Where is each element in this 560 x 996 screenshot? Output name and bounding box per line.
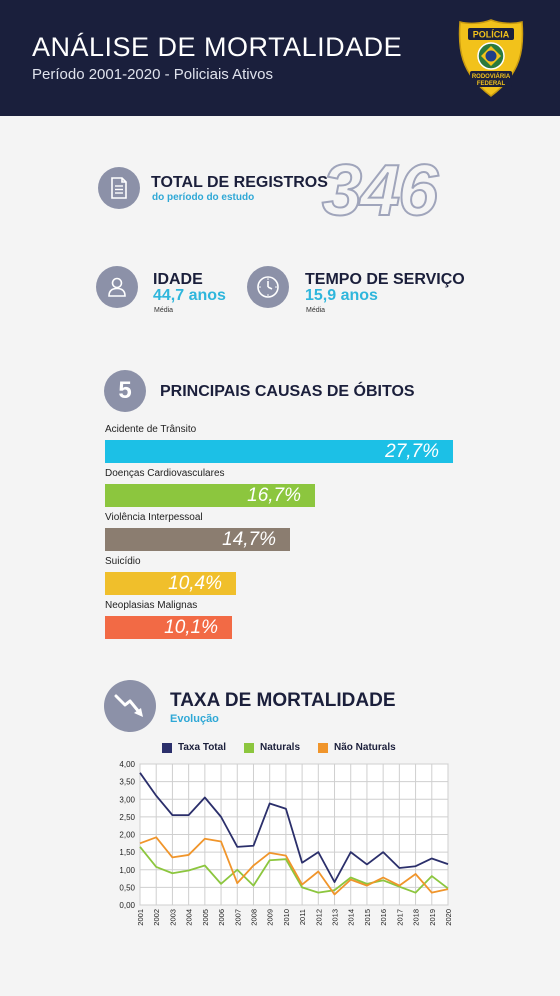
x-tick-label: 2017 [395,909,404,926]
x-tick-label: 2004 [185,909,194,926]
x-tick-label: 2003 [168,909,177,926]
series-line-2 [139,836,449,896]
badge-top-text: POLÍCIA [473,30,510,40]
cause-label: Neoplasias Malignas [105,600,198,611]
x-tick-label: 2006 [217,909,226,926]
legend-label: Taxa Total [178,742,226,753]
x-tick-label: 2012 [314,909,323,926]
y-tick-label: 1,00 [119,866,135,875]
legend-item: Não Naturals [318,742,396,753]
x-tick-label: 2005 [201,909,210,926]
cause-bar: 16,7% [105,484,315,507]
legend-swatch [243,742,254,753]
legend-item: Taxa Total [162,742,226,753]
page-subtitle: Período 2001-2020 - Policiais Ativos [32,66,273,83]
cause-label: Acidente de Trânsito [105,424,197,435]
police-badge-icon: POLÍCIA RODOVIÁRIA FEDERAL [458,19,524,97]
x-tick-label: 2010 [282,909,291,926]
age-note: Média [154,307,174,314]
causes-title: PRINCIPAIS CAUSAS DE ÓBITOS [160,383,415,400]
age-title: IDADE [153,271,203,288]
mortality-subtitle: Evolução [170,713,219,725]
cause-bar: 10,1% [105,616,232,639]
trend-down-icon [104,680,156,732]
legend-label: Não Naturals [334,742,396,753]
x-tick-label: 2016 [379,909,388,926]
x-tick-label: 2001 [136,909,145,926]
document-icon [98,167,140,209]
y-tick-label: 4,00 [119,760,135,769]
series-line-0 [139,772,449,883]
mortality-title: TAXA DE MORTALIDADE [170,690,396,711]
chart-legend: Taxa Total Naturals Não Naturals [162,742,396,753]
header: ANÁLISE DE MORTALIDADE Período 2001-2020… [0,0,560,116]
x-tick-label: 2018 [412,909,421,926]
y-tick-label: 3,50 [119,778,135,787]
y-tick-label: 2,00 [119,831,135,840]
legend-swatch [318,742,328,753]
legend-item: Naturals [243,742,300,753]
y-tick-label: 1,50 [119,848,135,857]
x-tick-label: 2002 [152,909,161,926]
total-title: TOTAL DE REGISTROS [151,174,328,191]
cause-label: Violência Interpessoal [105,512,203,523]
total-subtitle: do período do estudo [152,192,255,203]
x-tick-label: 2013 [331,909,340,926]
x-tick-label: 2009 [266,909,275,926]
cause-bar: 10,4% [105,572,236,595]
page-title: ANÁLISE DE MORTALIDADE [32,32,403,62]
service-note: Média [306,307,326,314]
cause-percent: 14,7% [222,529,276,550]
x-tick-label: 2008 [249,909,258,926]
x-tick-label: 2007 [233,909,242,926]
y-tick-label: 2,50 [119,813,135,822]
y-tick-label: 0,00 [119,901,135,910]
age-value: 44,7 anos [153,287,226,304]
mortality-line-chart: 0,00 0,50 1,00 1,50 2,00 2,50 3,00 3,50 4,00 2001… [119,760,453,926]
x-tick-label: 2011 [298,909,307,925]
clock-icon [247,266,289,308]
person-icon [96,266,138,308]
badge-bottom-text-1: RODOVIÁRIA [472,73,511,80]
legend-swatch [162,742,172,753]
service-value: 15,9 anos [305,287,378,304]
y-tick-label: 0,50 [119,883,135,892]
series-line-1 [139,846,449,894]
cause-percent: 16,7% [247,485,301,506]
x-tick-label: 2014 [347,909,356,926]
cause-bar: 14,7% [105,528,290,551]
cause-percent: 10,4% [168,573,222,594]
cause-bar: 27,7% [105,440,453,463]
service-title: TEMPO DE SERVIÇO [305,271,465,288]
badge-bottom-text-2: FEDERAL [477,81,506,87]
cause-percent: 27,7% [385,441,439,462]
x-tick-label: 2019 [428,909,437,926]
total-value: 346 [321,150,439,232]
x-tick-label: 2015 [363,909,372,926]
cause-label: Doenças Cardiovasculares [105,468,225,479]
legend-label: Naturals [259,742,300,753]
cause-label: Suicídio [105,556,141,567]
cause-percent: 10,1% [164,617,218,638]
y-tick-label: 3,00 [119,795,135,804]
causes-number-badge: 5 [104,370,146,412]
x-tick-label: 2020 [444,909,453,926]
